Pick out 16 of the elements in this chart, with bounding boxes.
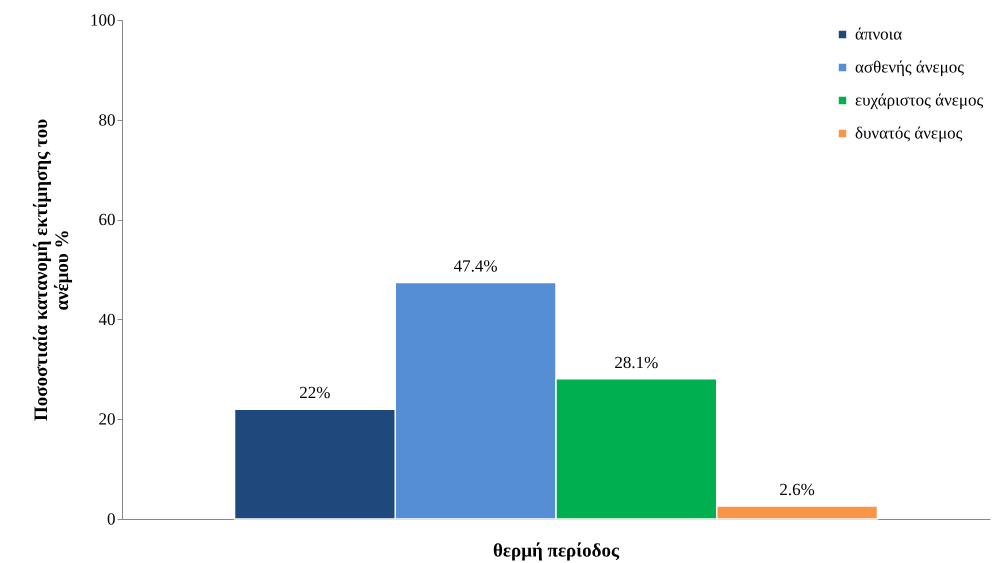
y-tick-label: 80	[98, 110, 116, 130]
data-label: 47.4%	[454, 256, 498, 276]
data-label: 28.1%	[614, 352, 658, 372]
y-tick-label: 40	[98, 310, 116, 329]
legend-label: ασθενής άνεμος	[855, 58, 964, 76]
x-tick-label: θερμή περίοδος	[493, 540, 620, 562]
y-tick-label: 20	[98, 410, 116, 429]
y-tick-label: 100	[90, 10, 116, 30]
data-label: 2.6%	[779, 480, 815, 500]
y-axis-title: Ποσοστιαία κατανομή εκτίμησης του ανέμου %	[31, 118, 73, 422]
legend-label: άπνοια	[855, 24, 902, 44]
data-label: 22%	[299, 383, 330, 402]
y-tick-label: 0	[107, 510, 116, 528]
legend-label: δυνατός άνεμος	[855, 124, 963, 142]
legend-label: ευχάριστος άνεμος	[855, 90, 984, 110]
y-tick-label: 60	[98, 210, 116, 230]
